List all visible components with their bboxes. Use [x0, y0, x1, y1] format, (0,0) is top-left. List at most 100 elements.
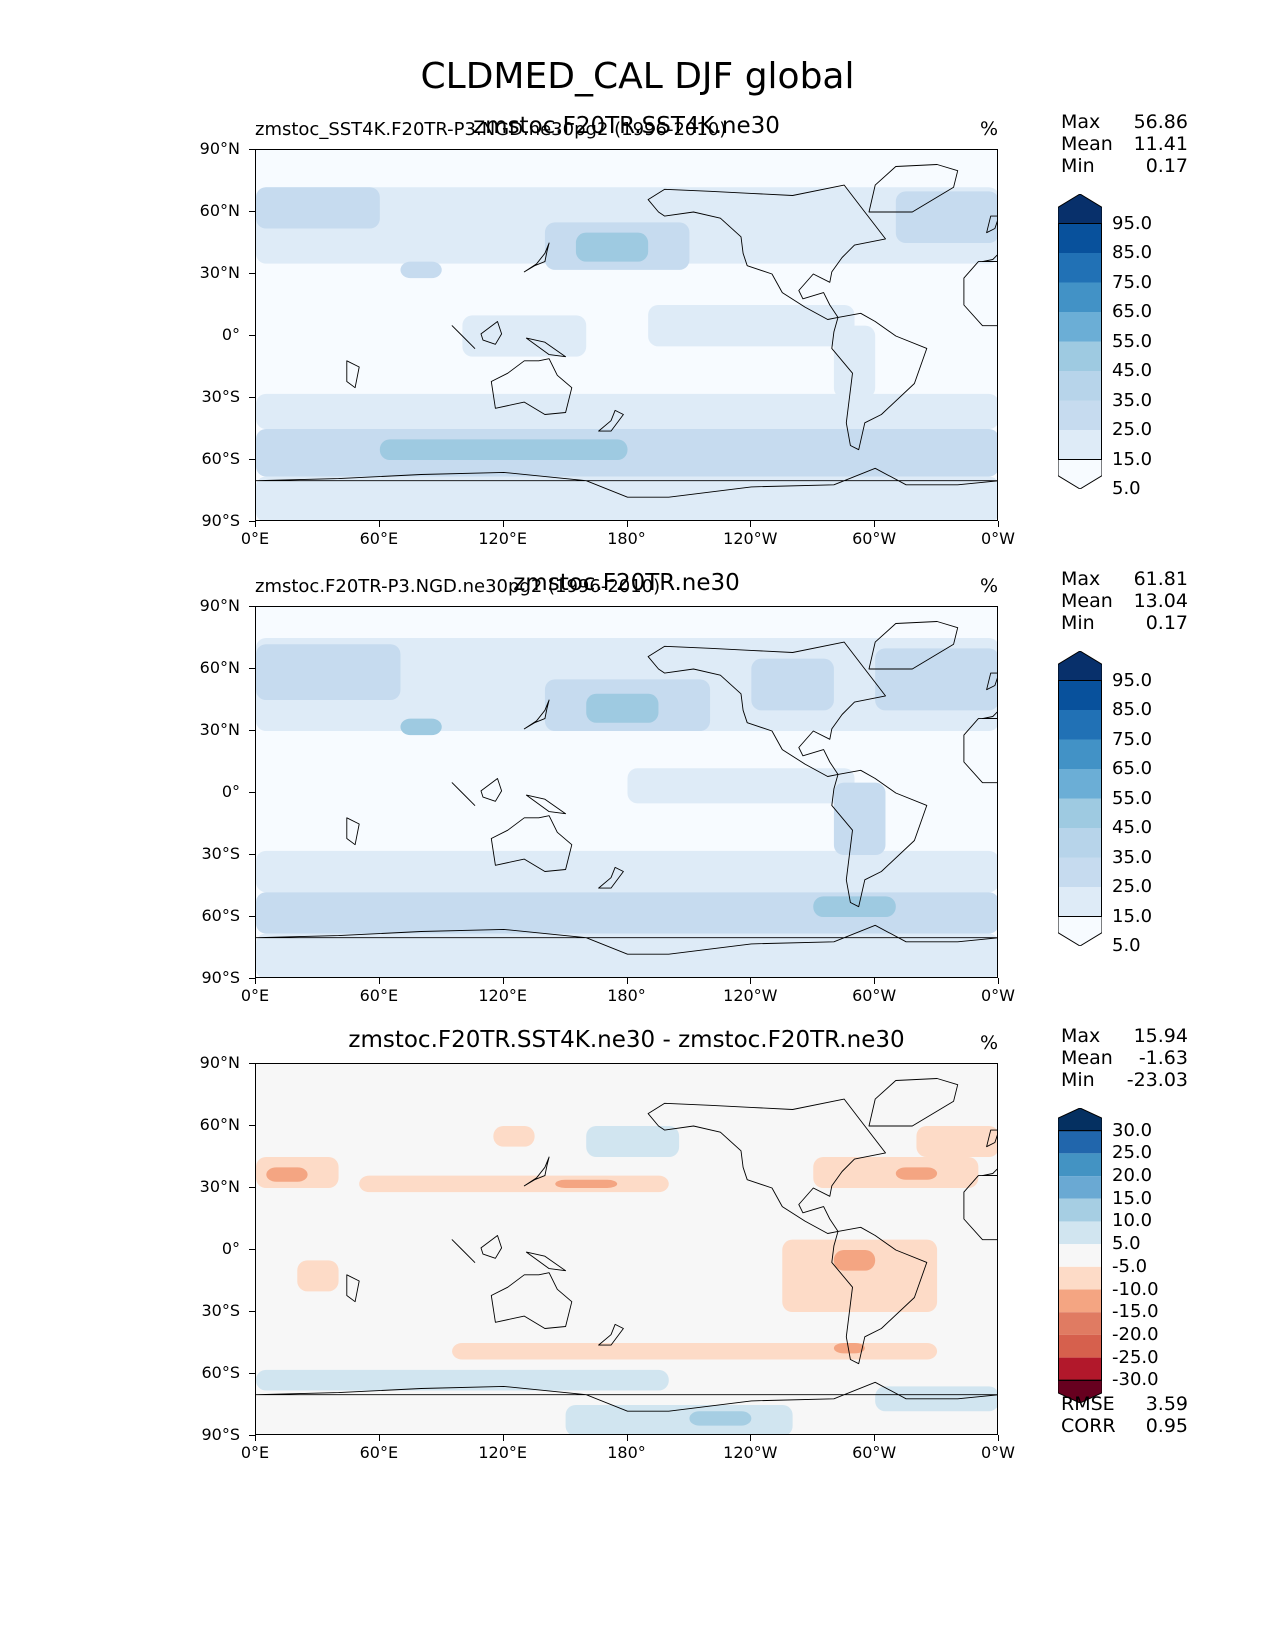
colorbar-tick-label: 25.0 — [1112, 1142, 1153, 1164]
x-tick-label: 0°E — [240, 529, 270, 548]
x-tick-label: 60°W — [852, 986, 897, 1005]
field-region — [586, 693, 659, 723]
colorbar-tick-label: -5.0 — [1112, 1255, 1148, 1277]
x-tick-label: 120°W — [723, 1443, 778, 1462]
coastline — [986, 1129, 997, 1148]
x-tick-label: 60°E — [359, 986, 399, 1005]
coastline — [647, 1098, 886, 1234]
colorbar-tick-label: 10.0 — [1112, 1210, 1153, 1232]
x-tick-mark — [750, 1435, 752, 1441]
x-tick-mark — [998, 1435, 999, 1441]
colorbar-block — [1058, 282, 1102, 312]
colorbar-tick-label: -25.0 — [1112, 1346, 1159, 1368]
x-tick-mark — [998, 978, 999, 984]
x-tick-label: 180° — [607, 529, 646, 548]
y-tick-label: 60°S — [201, 449, 240, 468]
field-region — [256, 644, 401, 700]
coastline — [256, 1381, 997, 1412]
x-tick-label: 180° — [607, 986, 646, 1005]
x-tick-label: 120°E — [478, 986, 527, 1005]
x-tick-label: 180° — [607, 1443, 646, 1462]
field-region — [833, 782, 886, 855]
colorbar-block — [1058, 341, 1102, 371]
colorbar-tick-label: -15.0 — [1112, 1301, 1159, 1323]
colorbar-block — [1058, 1176, 1102, 1199]
field-region — [689, 1411, 752, 1426]
metric-value: 3.59 — [1145, 1393, 1188, 1415]
field-region — [297, 1260, 339, 1292]
field-region — [916, 1126, 997, 1157]
colorbar-block — [1058, 430, 1102, 460]
y-tick-label: 30°S — [201, 1301, 240, 1320]
colorbar-block — [1058, 1153, 1102, 1177]
x-tick-label: 60°W — [852, 529, 897, 548]
stat-label: Max — [1061, 568, 1101, 590]
x-tick-label: 0°E — [240, 1443, 270, 1462]
field-region — [256, 850, 997, 893]
x-tick-mark — [255, 521, 256, 527]
x-tick-label: 0°E — [240, 986, 270, 1005]
y-tick-label: 30°N — [199, 263, 240, 282]
x-tick-mark — [378, 521, 380, 527]
colorbar-block — [1058, 1266, 1102, 1290]
x-tick-mark — [378, 1435, 380, 1441]
y-tick-label: 0° — [221, 782, 240, 801]
field-region — [586, 1126, 680, 1157]
x-tick-label: 60°E — [359, 1443, 399, 1462]
colorbar-tick-label: -20.0 — [1112, 1323, 1159, 1345]
coastline — [831, 1226, 928, 1365]
stat-label: Min — [1061, 155, 1095, 177]
coastline — [598, 866, 624, 889]
field-region — [648, 305, 855, 347]
colorbar-block — [1058, 400, 1102, 430]
colorbar-tick-label: 5.0 — [1112, 1233, 1141, 1255]
field-region — [452, 1343, 938, 1360]
field-region — [256, 187, 380, 229]
colorbar-tick-label: 25.0 — [1112, 876, 1153, 897]
y-tick-mark — [249, 521, 255, 522]
y-tick-label: 60°N — [199, 201, 240, 220]
coastline — [525, 337, 567, 358]
panel-difference: zmstoc.F20TR.SST4K.ne30 - zmstoc.F20TR.n… — [0, 0, 1275, 1462]
coastline — [868, 1078, 959, 1127]
coastline — [831, 769, 928, 908]
stat-value: 0.17 — [1145, 612, 1188, 634]
field-region — [256, 476, 997, 520]
colorbar-tick-label: 95.0 — [1112, 669, 1153, 691]
y-tick-mark — [249, 335, 255, 336]
panel-title: zmstoc.F20TR.SST4K.ne30 - zmstoc.F20TR.n… — [348, 1027, 905, 1053]
y-tick-mark — [249, 1187, 255, 1188]
units-label: % — [980, 118, 999, 140]
metric-label: RMSE — [1061, 1393, 1115, 1415]
x-tick-mark — [874, 521, 876, 527]
colorbar-tick-label: 5.0 — [1112, 478, 1141, 499]
coastline — [986, 215, 997, 234]
y-tick-label: 30°S — [201, 387, 240, 406]
x-tick-label: 120°E — [478, 1443, 527, 1462]
colorbar — [1058, 1108, 1102, 1403]
x-tick-mark — [874, 978, 876, 984]
y-tick-label: 0° — [221, 1239, 240, 1258]
x-tick-mark — [626, 521, 628, 527]
map-field — [256, 1064, 997, 1434]
stat-label: Mean — [1061, 590, 1113, 612]
colorbar-block — [1058, 1198, 1102, 1222]
stat-value: 13.04 — [1133, 590, 1188, 612]
map-plot — [255, 149, 998, 521]
coastline — [831, 312, 928, 451]
coastline — [523, 242, 550, 273]
x-tick-label: 120°W — [723, 529, 778, 548]
y-tick-label: 30°S — [201, 844, 240, 863]
figure-title: CLDMED_CAL DJF global — [420, 56, 855, 97]
field-region — [782, 1239, 938, 1312]
colorbar-block — [1058, 223, 1102, 253]
coastline — [480, 1235, 503, 1259]
y-tick-mark — [249, 1125, 255, 1126]
colorbar-tick-label: 75.0 — [1112, 728, 1153, 750]
coastline — [480, 321, 503, 345]
x-tick-mark — [750, 521, 752, 527]
colorbar-block — [1058, 887, 1102, 917]
coastline — [986, 672, 997, 691]
x-tick-label: 120°E — [478, 529, 527, 548]
colorbar-block — [1058, 769, 1102, 799]
